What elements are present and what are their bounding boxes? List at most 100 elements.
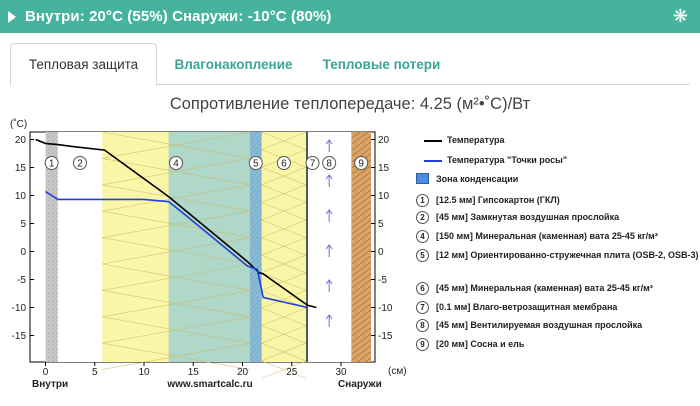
wool-texture-0 [102, 263, 250, 291]
legend-layer-badge-8: 8 [416, 319, 429, 332]
wool-texture-0 [102, 237, 250, 265]
layer-band-1 [45, 132, 58, 362]
wool-texture-1 [261, 166, 307, 186]
inside-label: Внутри [32, 379, 68, 390]
y-tick-label-left: 0 [20, 247, 26, 258]
legend-dewpoint: Температура "Точки росы" [447, 155, 568, 165]
legend-layer-badge-7: 7 [416, 301, 429, 314]
layer-badge-label-6: 6 [281, 159, 287, 170]
layer-badge-label-7: 7 [310, 159, 316, 170]
wool-texture-0 [102, 290, 250, 318]
y-tick-label-left: 10 [15, 191, 27, 202]
outside-label: Снаружи [338, 379, 382, 390]
wool-texture-1 [261, 325, 307, 344]
y-tick-label-left: 5 [20, 219, 26, 230]
gear-icon[interactable]: ❋ [672, 6, 688, 26]
legend-temperature-line [424, 140, 442, 142]
layer-badge-label-5: 5 [253, 159, 259, 170]
y-tick-label-left: -15 [12, 331, 27, 342]
layer-badge-7 [305, 156, 320, 170]
layer-badge-label-4: 4 [173, 159, 179, 170]
layer-badge-label-1: 1 [49, 159, 55, 170]
airflow-arrowhead [325, 244, 333, 250]
app-header: Внутри: 20°C (55%) Снаружи: -10°C (80%) … [0, 0, 700, 33]
watermark: www.smartcalc.ru [166, 379, 252, 390]
wool-texture-1 [261, 219, 307, 238]
y-tick-label-right: 10 [378, 191, 390, 202]
wool-texture-1 [261, 131, 307, 150]
x-tick-label: 20 [237, 367, 249, 378]
resistance-heading: Сопротивление теплопередаче: 4.25 (м²•˚С… [169, 95, 531, 113]
layer-badge-2 [72, 156, 87, 170]
airflow-arrowhead [325, 279, 333, 285]
x-tick-label: 30 [335, 367, 347, 378]
y-tick-label-left: -10 [12, 303, 27, 314]
wool-texture-0 [102, 131, 250, 159]
x-tick-label: 25 [286, 367, 298, 378]
header-title: Внутри: 20°C (55%) Снаружи: -10°C (80%) [25, 8, 332, 25]
y-tick-label-left: 20 [15, 135, 27, 146]
layer-badge-4 [169, 156, 184, 170]
wool-texture-0 [102, 158, 250, 186]
legend-layer-text-2: [45 мм] Замкнутая воздушная прослойка [436, 212, 620, 222]
y-axis-unit: (˚С) [10, 118, 27, 130]
y-tick-label-right: 15 [378, 163, 390, 174]
layer-band-9 [351, 132, 372, 362]
wool-texture-1 [261, 237, 307, 256]
airflow-arrowhead [325, 139, 333, 145]
layer-badge-6 [276, 156, 291, 170]
y-tick-label-right: -10 [378, 303, 393, 314]
wool-texture-1 [261, 360, 307, 379]
y-tick-label-right: -15 [378, 331, 393, 342]
legend-dewpoint-line [424, 160, 442, 162]
layer-badge-9 [354, 156, 369, 170]
legend-layer-text-5: [12 мм] Ориентированно-стружечная плита … [436, 250, 699, 260]
legend-layer-text-4: [150 мм] Минеральная (каменная) вата 25-… [436, 231, 658, 241]
airflow-arrowhead [325, 209, 333, 215]
wool-texture-0 [102, 342, 250, 370]
wool-texture-1 [261, 254, 307, 274]
wool-texture-1 [261, 202, 307, 221]
wool-texture-1 [261, 342, 307, 362]
legend-layer-text-9: [20 мм] Сосна и ель [436, 339, 525, 349]
y-tick-label-right: -5 [378, 275, 387, 286]
y-tick-label-right: 5 [378, 219, 384, 230]
y-tick-label-right: 0 [378, 247, 384, 258]
tab-moisture-accumulation[interactable]: Влагонакопление [174, 56, 293, 72]
condensation-zone [168, 132, 262, 362]
legend-layer-badge-4: 4 [416, 230, 429, 243]
legend-temperature: Температура [447, 135, 505, 145]
layer-badge-label-8: 8 [326, 159, 332, 170]
legend-layer-text-6: [45 мм] Минеральная (каменная) вата 25-4… [436, 283, 653, 293]
layer-band-2 [57, 132, 103, 362]
tab-thermal-protection[interactable]: Тепловая защита [10, 43, 157, 86]
legend-condensation-swatch [416, 173, 429, 184]
layer-badge-1 [44, 156, 59, 170]
legend-layer-text-8: [45 мм] Вентилируемая воздушная прослойк… [436, 320, 643, 330]
airflow-arrowhead [325, 174, 333, 180]
layer-badge-8 [322, 156, 337, 170]
x-tick-label: 5 [92, 367, 98, 378]
x-tick-label: 0 [43, 367, 49, 378]
legend-condensation: Зона конденсации [436, 174, 519, 184]
wool-texture-1 [261, 272, 307, 291]
legend-layer-text-1: [12.5 мм] Гипсокартон (ГКЛ) [436, 195, 560, 205]
wool-texture-0 [102, 210, 250, 238]
wool-texture-1 [261, 184, 307, 203]
temperature-line [35, 138, 317, 309]
wool-texture-1 [261, 307, 307, 326]
tab-bar: Тепловая защита Влагонакопление Тепловые… [10, 43, 690, 86]
x-axis-unit: (см) [388, 366, 407, 377]
expand-arrow-icon[interactable] [8, 10, 16, 23]
tab-heat-loss[interactable]: Тепловые потери [322, 56, 441, 72]
wool-texture-0 [102, 316, 250, 344]
legend-layer-badge-2: 2 [416, 211, 429, 224]
y-tick-label-left: 15 [15, 163, 27, 174]
x-tick-label: 15 [188, 367, 200, 378]
legend-layer-badge-9: 9 [416, 338, 429, 351]
x-tick-label: 10 [138, 367, 150, 378]
airflow-arrowhead [325, 314, 333, 320]
y-tick-label-left: -5 [17, 275, 26, 286]
layer-badge-5 [248, 156, 263, 170]
